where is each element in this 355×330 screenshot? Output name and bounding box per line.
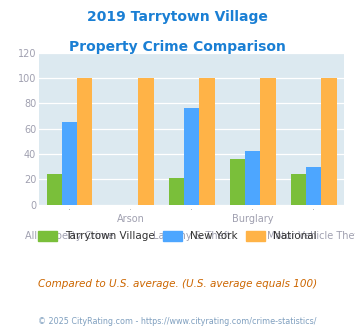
Bar (306, 167, 322, 205)
Text: All Property Crime: All Property Crime (25, 231, 114, 241)
Bar (169, 178, 184, 205)
Text: © 2025 CityRating.com - https://www.cityrating.com/crime-statistics/: © 2025 CityRating.com - https://www.city… (38, 317, 317, 326)
Bar (291, 174, 306, 205)
Bar (77, 78, 92, 205)
Text: Compared to U.S. average. (U.S. average equals 100): Compared to U.S. average. (U.S. average … (38, 279, 317, 289)
Text: 2019 Tarrytown Village: 2019 Tarrytown Village (87, 10, 268, 24)
Text: Larceny & Theft: Larceny & Theft (153, 231, 231, 241)
Bar (184, 109, 200, 205)
Bar (200, 78, 214, 205)
Bar (261, 78, 275, 205)
Bar (62, 122, 77, 205)
Bar (47, 174, 62, 205)
Bar (322, 78, 337, 205)
Text: Burglary: Burglary (232, 214, 273, 224)
Text: Arson: Arson (117, 214, 144, 224)
Legend: Tarrytown Village, New York, National: Tarrytown Village, New York, National (34, 227, 321, 246)
Bar (230, 159, 245, 205)
Text: Property Crime Comparison: Property Crime Comparison (69, 40, 286, 53)
Bar (138, 78, 153, 205)
Text: Motor Vehicle Theft: Motor Vehicle Theft (267, 231, 355, 241)
Bar (245, 151, 261, 205)
